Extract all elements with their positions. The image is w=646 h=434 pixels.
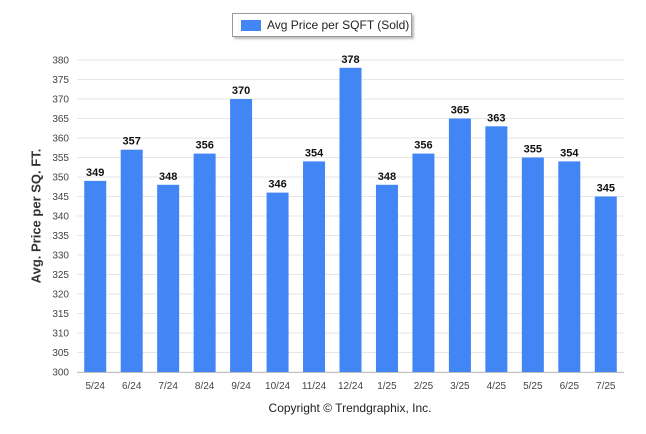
y-tick-label: 335 (52, 231, 69, 242)
x-tick-label: 6/24 (122, 381, 142, 392)
x-tick-label: 7/25 (596, 381, 616, 392)
x-axis-ticks: 5/24 6/24 7/24 8/24 9/24 10/24 11/24 12/24 1/25 2… (77, 372, 624, 392)
x-tick-label: 5/25 (523, 381, 543, 392)
data-label: 349 (86, 167, 104, 179)
data-label: 370 (232, 85, 250, 97)
legend[interactable]: Avg Price per SQFT (Sold) (232, 13, 412, 37)
x-tick-label: 2/25 (414, 381, 434, 392)
data-label: 355 (524, 144, 542, 156)
bar[interactable] (339, 67, 362, 373)
bar[interactable] (120, 149, 143, 372)
y-tick-label: 305 (52, 348, 69, 359)
x-tick-label: 6/25 (560, 381, 580, 392)
bar[interactable] (594, 196, 617, 373)
legend-swatch (241, 20, 261, 31)
data-label: 345 (597, 183, 615, 195)
y-tick-label: 320 (52, 290, 69, 301)
y-axis-ticks: 300 305 310 315 320 325 330 335 340 345 350 355 360 3… (52, 56, 69, 379)
x-tick-label: 8/24 (195, 381, 215, 392)
x-tick-label: 10/24 (265, 381, 290, 392)
x-tick-label: 4/25 (487, 381, 507, 392)
y-tick-label: 340 (52, 212, 69, 223)
data-label: 356 (195, 140, 213, 152)
data-label: 346 (268, 179, 286, 191)
data-label: 357 (123, 136, 141, 148)
data-label: 363 (487, 112, 505, 124)
y-tick-label: 310 (52, 329, 69, 340)
bar[interactable] (84, 180, 107, 372)
y-tick-label: 380 (52, 56, 69, 67)
bar[interactable] (448, 118, 471, 373)
y-tick-label: 365 (52, 114, 69, 125)
x-tick-label: 12/24 (338, 381, 363, 392)
y-tick-label: 315 (52, 309, 69, 320)
y-tick-label: 360 (52, 134, 69, 145)
x-tick-label: 5/24 (85, 381, 105, 392)
y-tick-label: 345 (52, 192, 69, 203)
bar[interactable] (375, 184, 398, 372)
bar[interactable] (558, 161, 581, 372)
legend-label: Avg Price per SQFT (Sold) (267, 18, 410, 32)
bar[interactable] (521, 157, 544, 373)
y-tick-label: 325 (52, 270, 69, 281)
y-tick-label: 370 (52, 95, 69, 106)
data-label: 378 (341, 54, 359, 66)
data-label: 354 (560, 147, 579, 159)
y-tick-label: 350 (52, 173, 69, 184)
x-tick-label: 11/24 (302, 381, 327, 392)
copyright-text: Copyright © Trendgraphix, Inc. (268, 401, 432, 415)
x-tick-label: 1/25 (377, 381, 397, 392)
data-label: 348 (378, 171, 396, 183)
x-tick-label: 7/24 (158, 381, 178, 392)
y-axis-title: Avg. Price per SQ. FT. (28, 148, 44, 284)
y-tick-label: 355 (52, 153, 69, 164)
y-tick-label: 375 (52, 75, 69, 86)
y-tick-label: 300 (52, 368, 69, 379)
bar[interactable] (266, 192, 289, 372)
bar[interactable] (157, 184, 180, 372)
data-label: 356 (414, 140, 432, 152)
data-label: 354 (305, 147, 324, 159)
bar[interactable] (230, 99, 253, 372)
bar[interactable] (412, 153, 435, 372)
bar[interactable] (303, 161, 326, 372)
bar[interactable] (193, 153, 216, 372)
x-tick-label: 9/24 (231, 381, 251, 392)
y-tick-label: 330 (52, 251, 69, 262)
bars (84, 67, 617, 373)
x-tick-label: 3/25 (450, 381, 470, 392)
data-labels: 349 357 348 356 370 346 354 378 348 356 365 363 355 3… (86, 54, 615, 195)
data-label: 348 (159, 171, 177, 183)
data-label: 365 (451, 105, 469, 117)
bar[interactable] (485, 126, 508, 372)
